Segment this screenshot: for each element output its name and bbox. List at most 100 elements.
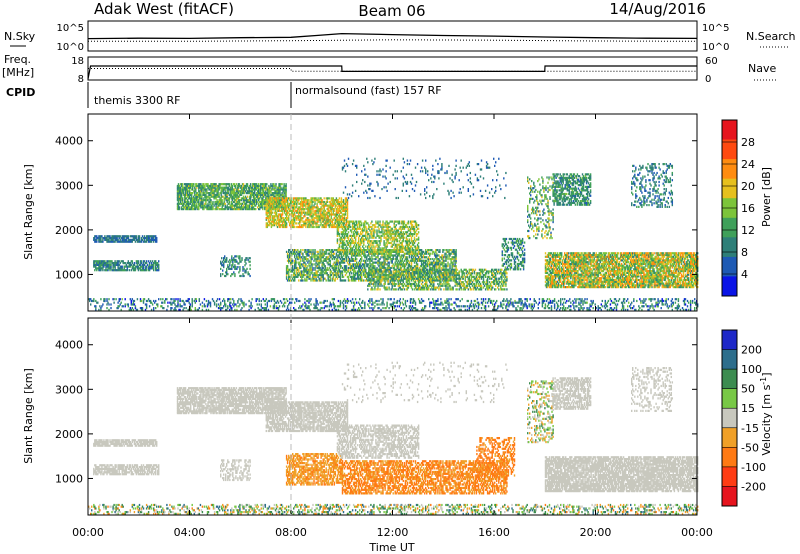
- data-cell: [279, 305, 280, 307]
- data-cell: [694, 298, 695, 300]
- data-cell: [569, 298, 570, 300]
- data-cell: [250, 302, 251, 304]
- data-cell: [294, 302, 295, 304]
- data-cell: [485, 302, 486, 304]
- data-cell: [108, 303, 109, 305]
- data-cell: [236, 305, 237, 307]
- data-cell: [539, 298, 540, 300]
- data-cell: [284, 305, 285, 307]
- data-cell: [570, 302, 571, 304]
- data-cell: [440, 298, 441, 300]
- data-cell: [265, 303, 266, 305]
- freq-label-1: Freq.: [4, 53, 31, 66]
- data-cell: [672, 298, 673, 300]
- data-cell: [400, 298, 401, 300]
- data-cell: [431, 302, 432, 304]
- data-cell: [304, 298, 305, 300]
- data-cell: [134, 262, 135, 264]
- data-cell: [292, 298, 293, 300]
- data-cell: [627, 305, 628, 307]
- data-cell: [135, 305, 136, 307]
- data-cell: [142, 307, 143, 309]
- data-cell: [545, 303, 546, 305]
- data-cell: [379, 303, 380, 305]
- data-cell: [636, 300, 637, 302]
- data-cell: [502, 307, 503, 309]
- data-cell: [437, 307, 438, 309]
- data-cell: [139, 235, 140, 237]
- data-cell: [512, 302, 513, 304]
- data-cell: [182, 197, 183, 199]
- noise-tick-right-bottom: 10^0: [702, 42, 729, 53]
- data-cell: [183, 307, 184, 309]
- data-cell: [90, 303, 91, 305]
- data-cell: [382, 298, 383, 300]
- data-cell: [199, 298, 200, 300]
- data-cell: [534, 303, 535, 305]
- data-cell: [476, 305, 477, 307]
- data-cell: [651, 298, 652, 300]
- data-cell: [685, 298, 686, 300]
- data-cell: [243, 302, 244, 304]
- data-cell: [163, 307, 164, 309]
- data-cell: [527, 298, 528, 300]
- data-cell: [371, 298, 372, 300]
- data-cell: [492, 303, 493, 305]
- freq-tick-bottom: 8: [78, 74, 84, 85]
- data-cell: [503, 303, 504, 305]
- data-cell: [171, 298, 172, 300]
- data-cell: [120, 298, 121, 300]
- data-cell: [411, 298, 412, 300]
- data-cell: [158, 260, 159, 262]
- data-cell: [104, 298, 105, 300]
- radar-summary-plot: Adak West (fitACF) Beam 06 14/Aug/2016 1…: [0, 0, 800, 554]
- data-cell: [428, 298, 429, 300]
- data-cell: [162, 298, 163, 300]
- data-cell: [177, 298, 178, 300]
- data-cell: [274, 298, 275, 300]
- data-cell: [610, 303, 611, 305]
- data-cell: [619, 298, 620, 300]
- data-cell: [123, 305, 124, 307]
- data-cell: [251, 305, 252, 307]
- data-cell: [340, 300, 341, 302]
- data-cell: [536, 302, 537, 304]
- data-cell: [285, 302, 286, 304]
- data-cell: [335, 305, 336, 307]
- data-cell: [362, 307, 363, 309]
- data-cell: [471, 305, 472, 307]
- data-cell: [128, 235, 129, 237]
- frequency-series: [88, 66, 697, 79]
- data-cell: [257, 298, 258, 300]
- data-cell: [380, 298, 381, 300]
- data-cell: [690, 300, 691, 302]
- data-cell: [631, 302, 632, 304]
- data-cell: [544, 300, 545, 302]
- data-cell: [141, 260, 142, 262]
- data-cell: [146, 260, 147, 262]
- data-cell: [137, 298, 138, 300]
- data-cell: [510, 298, 511, 300]
- data-cell: [153, 307, 154, 309]
- data-cell: [138, 260, 139, 262]
- data-cell: [459, 305, 460, 307]
- data-cell: [692, 300, 693, 302]
- data-cell: [584, 298, 585, 300]
- data-cell: [657, 298, 658, 300]
- data-cell: [196, 298, 197, 300]
- data-cell: [317, 303, 318, 305]
- data-cell: [219, 298, 220, 300]
- data-cell: [491, 300, 492, 302]
- data-cell: [401, 307, 402, 309]
- data-cell: [462, 298, 463, 300]
- data-cell: [640, 300, 641, 302]
- nave-label: Nave: [748, 62, 776, 75]
- data-cell: [468, 300, 469, 302]
- data-cell: [633, 305, 634, 307]
- data-cell: [179, 206, 180, 208]
- nsky-label: N.Sky: [4, 30, 36, 43]
- frequency-panel: 18 8 60 0 Freq. [MHz] Nave: [2, 53, 776, 85]
- data-cell: [488, 305, 489, 307]
- data-cell: [231, 307, 232, 309]
- data-cell: [182, 183, 183, 185]
